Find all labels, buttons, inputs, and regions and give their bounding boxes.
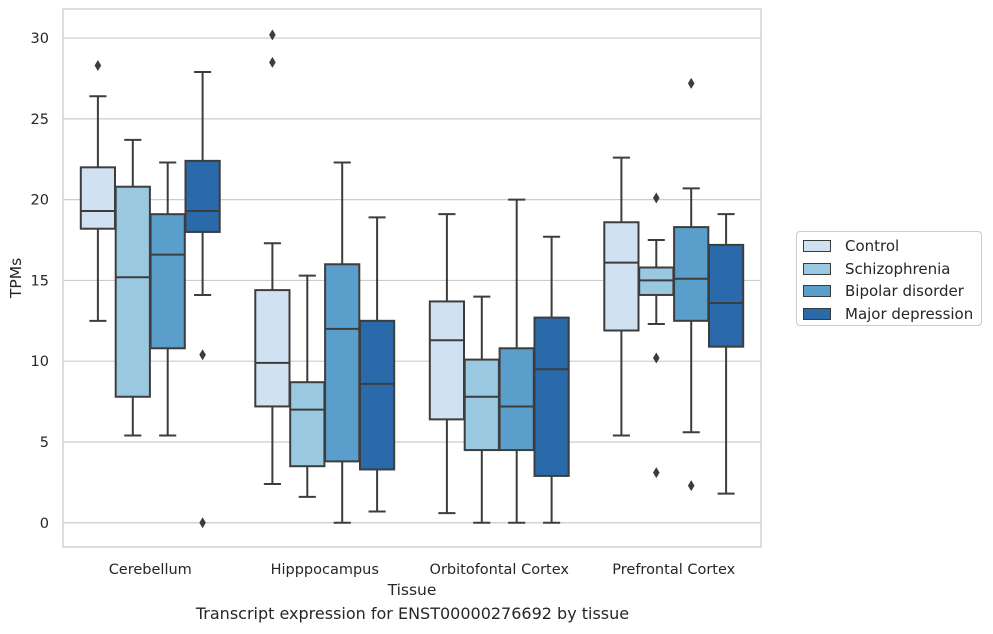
outlier-point xyxy=(687,77,695,89)
y-tick-label: 5 xyxy=(40,435,49,451)
x-axis-label: Tissue xyxy=(387,581,437,599)
outlier-point xyxy=(199,349,206,361)
legend-label: Schizophrenia xyxy=(845,259,951,278)
box-iqr xyxy=(358,319,396,471)
box-bipolar-disorder xyxy=(149,161,186,437)
tick-labels: 0 5 10 15 20 25 30 Cerebellum Hipppocampus Orbito… xyxy=(31,31,736,578)
y-tick-label: 20 xyxy=(31,193,49,209)
box-schizophrenia xyxy=(638,192,675,479)
y-tick-label: 0 xyxy=(40,516,49,532)
y-tick-label: 25 xyxy=(31,112,49,128)
legend-label: Major depression xyxy=(845,304,974,323)
plot-frame xyxy=(62,8,762,548)
box-major-depression xyxy=(707,213,745,495)
box-control xyxy=(428,213,466,515)
outlier-point xyxy=(653,467,660,479)
box-bipolar-disorder xyxy=(498,198,535,524)
box-iqr xyxy=(184,159,221,233)
x-tick-label: Orbitofontal Cortex xyxy=(430,562,570,578)
box-iqr xyxy=(463,358,500,452)
box-iqr xyxy=(603,221,640,332)
box-bipolar-disorder xyxy=(673,77,710,492)
outlier-point xyxy=(269,29,276,41)
outlier-point xyxy=(687,480,695,492)
y-tick-label: 30 xyxy=(31,31,49,47)
legend-swatch xyxy=(803,285,831,297)
outlier-point xyxy=(653,192,660,204)
y-tick-label: 15 xyxy=(31,273,49,289)
legend-swatch xyxy=(803,240,831,252)
legend-item: Control xyxy=(803,236,899,256)
outlier-point xyxy=(94,60,102,72)
box-iqr xyxy=(149,213,186,350)
box-iqr xyxy=(498,347,535,452)
box-schizophrenia xyxy=(114,138,151,437)
legend-label: Bipolar disorder xyxy=(845,282,964,300)
box-iqr xyxy=(254,289,291,408)
box-iqr xyxy=(428,300,466,421)
box-major-depression xyxy=(358,216,396,513)
box-control xyxy=(254,29,291,485)
box-schizophrenia xyxy=(463,295,500,524)
box-iqr xyxy=(673,226,710,322)
legend-item: Major depression xyxy=(803,304,973,324)
box-iqr xyxy=(79,166,117,230)
legend-swatch xyxy=(803,262,831,275)
legend-swatch xyxy=(803,307,831,320)
y-tick-label: 10 xyxy=(31,354,49,370)
box-control xyxy=(79,60,117,322)
box-iqr xyxy=(533,316,570,477)
legend-label: Control xyxy=(845,237,900,255)
box-major-depression xyxy=(533,235,570,524)
box-bipolar-disorder xyxy=(324,161,361,524)
outlier-point xyxy=(269,56,276,68)
box-iqr xyxy=(289,381,326,468)
box-iqr xyxy=(114,185,151,398)
legend-item: Schizophrenia xyxy=(803,259,950,279)
box-control xyxy=(603,156,640,437)
box-major-depression xyxy=(184,71,221,529)
box-iqr xyxy=(324,263,361,463)
legend-item: Bipolar disorder xyxy=(803,281,964,301)
x-tick-label: Cerebellum xyxy=(109,562,192,578)
legend: Control Schizophrenia Bipolar disorder Majo… xyxy=(796,231,982,326)
boxes-layer xyxy=(79,29,745,529)
y-axis-label: TPMs xyxy=(7,258,25,299)
outlier-point xyxy=(199,517,206,529)
chart-caption: Transcript expression for ENST0000027669… xyxy=(195,604,630,623)
outlier-point xyxy=(653,352,660,364)
x-tick-label: Prefrontal Cortex xyxy=(612,562,735,578)
box-iqr xyxy=(707,243,745,348)
x-tick-label: Hipppocampus xyxy=(271,562,379,578)
box-schizophrenia xyxy=(289,274,326,498)
